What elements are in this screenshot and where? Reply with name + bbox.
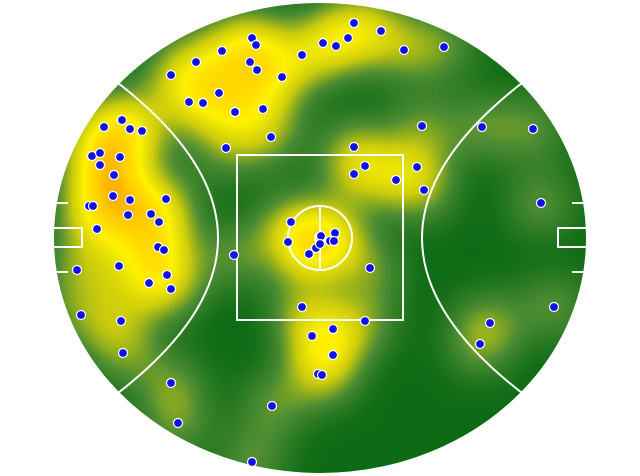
point	[411, 161, 423, 173]
centre-square	[236, 154, 404, 321]
point	[91, 223, 103, 235]
point	[316, 369, 328, 381]
point	[296, 301, 308, 313]
point	[190, 56, 202, 68]
goal-square-right	[557, 227, 588, 248]
point	[359, 160, 371, 172]
point	[375, 25, 387, 37]
point	[165, 377, 177, 389]
point	[418, 184, 430, 196]
arc-right	[421, 82, 523, 394]
point	[172, 417, 184, 429]
point	[213, 87, 225, 99]
point	[476, 121, 488, 133]
point	[257, 103, 269, 115]
point	[158, 244, 170, 256]
point	[220, 142, 232, 154]
point	[143, 277, 155, 289]
point	[276, 71, 288, 83]
point	[327, 349, 339, 361]
goal-square-left	[52, 227, 83, 248]
point	[303, 248, 315, 260]
point	[145, 208, 157, 220]
point	[317, 37, 329, 49]
point	[107, 190, 119, 202]
point	[348, 17, 360, 29]
point	[115, 315, 127, 327]
point	[94, 147, 106, 159]
point	[535, 197, 547, 209]
point	[306, 330, 318, 342]
point	[359, 315, 371, 327]
point	[390, 174, 402, 186]
point	[183, 96, 195, 108]
point	[244, 56, 256, 68]
point	[327, 323, 339, 335]
point	[113, 260, 125, 272]
point	[136, 125, 148, 137]
point	[484, 317, 496, 329]
point	[348, 168, 360, 180]
point	[75, 309, 87, 321]
point	[251, 64, 263, 76]
point	[229, 106, 241, 118]
field-lines	[52, 1, 588, 475]
point	[197, 97, 209, 109]
point	[117, 347, 129, 359]
point	[364, 262, 376, 274]
point	[161, 269, 173, 281]
point	[527, 123, 539, 135]
point	[282, 236, 294, 248]
point	[296, 49, 308, 61]
point	[265, 131, 277, 143]
point	[165, 283, 177, 295]
point	[71, 264, 83, 276]
point	[342, 32, 354, 44]
point	[165, 69, 177, 81]
point	[438, 41, 450, 53]
point	[314, 238, 326, 250]
point	[98, 121, 110, 133]
point	[216, 45, 228, 57]
point	[87, 200, 99, 212]
point	[116, 114, 128, 126]
point	[398, 44, 410, 56]
point	[474, 338, 486, 350]
point	[114, 151, 126, 163]
point	[94, 159, 106, 171]
point	[416, 120, 428, 132]
point	[124, 123, 136, 135]
point	[228, 249, 240, 261]
arc-left	[117, 82, 219, 394]
point	[246, 456, 258, 468]
point	[330, 40, 342, 52]
point	[124, 194, 136, 206]
point	[348, 141, 360, 153]
point	[285, 216, 297, 228]
point	[548, 301, 560, 313]
point	[108, 169, 120, 181]
point	[328, 235, 340, 247]
point	[122, 209, 134, 221]
point	[160, 193, 172, 205]
point	[250, 39, 262, 51]
point	[266, 400, 278, 412]
points	[71, 17, 560, 468]
point	[153, 216, 165, 228]
